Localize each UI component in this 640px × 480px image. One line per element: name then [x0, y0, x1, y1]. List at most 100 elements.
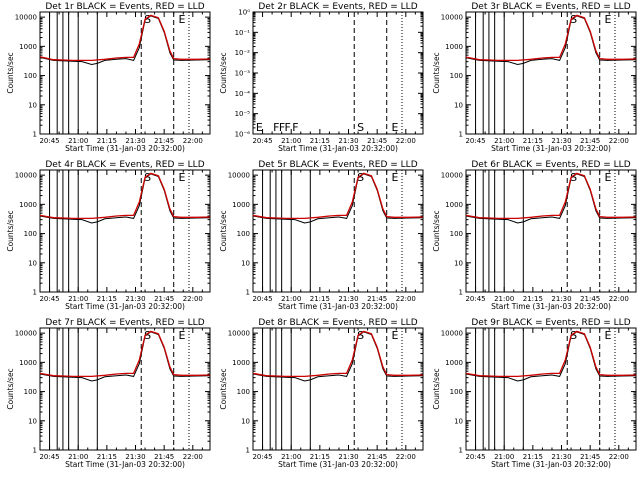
x-tick-label: 22:00 — [609, 453, 629, 461]
event-marker-f: F — [279, 121, 285, 134]
series-line-events — [252, 331, 424, 382]
y-tick-label: 10000 — [228, 330, 250, 338]
x-tick-label: 21:15 — [310, 295, 330, 303]
panel-title: Det 5r BLACK = Events, RED = LLD — [258, 160, 417, 170]
x-tick-label: 21:00 — [494, 453, 514, 461]
y-tick-label: 10 — [454, 259, 463, 267]
x-tick-label: 21:45 — [580, 295, 600, 303]
series-line-lld — [465, 14, 637, 62]
series-line-lld — [465, 330, 637, 378]
x-tick-label: 21:15 — [97, 137, 117, 145]
x-tick-label: 21:00 — [281, 295, 301, 303]
y-tick-label: 10 — [28, 417, 37, 425]
panel-det-8: Det 8r BLACK = Events, RED = LLD 1 10 100 10… — [219, 318, 424, 469]
x-tick-label: 21:45 — [367, 137, 387, 145]
event-marker-s: S — [570, 13, 577, 26]
y-tick-label: 1 — [33, 131, 37, 139]
y-tick-label: 10000 — [228, 172, 250, 180]
event-marker-s: S — [357, 121, 364, 134]
y-axis-label: Counts/sec — [6, 52, 15, 93]
x-tick-label: 20:45 — [465, 137, 485, 145]
panel-det-7: Det 7r BLACK = Events, RED = LLD 1 10 100 10… — [6, 318, 211, 469]
series-line-lld — [39, 172, 211, 220]
x-axis-label: Start Time (31-Jan-03 20:32:00) — [278, 460, 398, 469]
x-axis-label: Start Time (31-Jan-03 20:32:00) — [65, 144, 185, 153]
plot-frame — [465, 11, 637, 135]
y-tick-label: 100 — [24, 72, 37, 80]
y-tick-label: 1 — [33, 289, 37, 297]
event-marker-s: S — [144, 13, 151, 26]
y-tick-label: 10 — [28, 101, 37, 109]
x-tick-label: 21:00 — [68, 453, 88, 461]
y-tick-label: 100 — [450, 72, 463, 80]
x-tick-label: 21:45 — [367, 453, 387, 461]
panel-det-5: Det 5r BLACK = Events, RED = LLD 1 10 100 10… — [219, 160, 424, 311]
y-tick-label: 1000 — [19, 201, 37, 209]
x-axis-label: Start Time (31-Jan-03 20:32:00) — [491, 302, 611, 311]
series-line-events — [465, 15, 637, 66]
series-line-lld — [465, 172, 637, 220]
y-tick-label: 1000 — [445, 359, 463, 367]
y-tick-label: 1000 — [19, 359, 37, 367]
series-line-lld — [252, 330, 424, 378]
y-tick-label: 10⁻¹ — [235, 29, 251, 37]
y-axis-label: Counts/sec — [219, 210, 228, 251]
plot-frame — [39, 11, 211, 135]
x-tick-label: 21:00 — [68, 137, 88, 145]
y-tick-label: 10 — [454, 417, 463, 425]
event-marker-f: F — [285, 121, 291, 134]
x-tick-label: 22:00 — [609, 295, 629, 303]
event-marker-e: E — [179, 329, 186, 342]
panel-title: Det 8r BLACK = Events, RED = LLD — [258, 318, 417, 328]
event-marker-f: F — [273, 121, 279, 134]
panel-title: Det 3r BLACK = Events, RED = LLD — [471, 2, 630, 12]
x-tick-label: 20:45 — [39, 137, 59, 145]
event-marker-e: E — [392, 329, 399, 342]
x-tick-label: 21:00 — [68, 295, 88, 303]
x-tick-label: 20:45 — [39, 453, 59, 461]
y-tick-label: 1000 — [232, 201, 250, 209]
y-tick-label: 10000 — [15, 14, 37, 22]
y-tick-label: 1 — [459, 447, 463, 455]
y-tick-label: 100 — [24, 388, 37, 396]
y-tick-label: 1 — [33, 447, 37, 455]
y-axis-label: Counts/sec — [219, 368, 228, 409]
x-tick-label: 21:30 — [125, 295, 145, 303]
x-tick-label: 22:00 — [183, 453, 203, 461]
x-tick-label: 22:00 — [396, 453, 416, 461]
y-tick-label: 10 — [28, 259, 37, 267]
series-line-events — [39, 173, 211, 224]
y-tick-label: 10000 — [15, 330, 37, 338]
event-marker-s: S — [144, 171, 151, 184]
x-tick-label: 21:15 — [310, 453, 330, 461]
panel-det-2: Det 2r BLACK = Events, RED = LLD 10⁻⁶ 10⁻⁵… — [219, 2, 424, 153]
event-marker-e: E — [392, 171, 399, 184]
y-tick-label: 1000 — [232, 359, 250, 367]
event-marker-s: S — [570, 171, 577, 184]
y-axis-label: Counts/sec — [219, 52, 228, 93]
x-tick-label: 21:30 — [125, 137, 145, 145]
y-axis-label: Counts/sec — [432, 210, 441, 251]
x-axis-label: Start Time (31-Jan-03 20:32:00) — [65, 460, 185, 469]
x-tick-label: 21:30 — [551, 137, 571, 145]
y-tick-label: 10⁻⁵ — [235, 110, 251, 118]
x-tick-label: 21:30 — [338, 453, 358, 461]
y-tick-label: 10000 — [441, 330, 463, 338]
x-tick-label: 21:15 — [523, 453, 543, 461]
y-axis-label: Counts/sec — [6, 210, 15, 251]
plot-frame — [252, 11, 424, 135]
y-tick-label: 1000 — [445, 201, 463, 209]
x-tick-label: 21:30 — [338, 295, 358, 303]
panel-title: Det 2r BLACK = Events, RED = LLD — [258, 2, 417, 12]
x-tick-label: 21:45 — [154, 453, 174, 461]
event-marker-s: S — [570, 329, 577, 342]
y-tick-label: 100 — [450, 388, 463, 396]
y-tick-label: 1 — [459, 131, 463, 139]
panel-title: Det 1r BLACK = Events, RED = LLD — [45, 2, 204, 12]
y-tick-label: 10⁻³ — [235, 70, 251, 78]
x-tick-label: 22:00 — [609, 137, 629, 145]
y-axis-label: Counts/sec — [432, 52, 441, 93]
y-tick-label: 10000 — [15, 172, 37, 180]
x-tick-label: 20:45 — [465, 453, 485, 461]
panel-det-3: Det 3r BLACK = Events, RED = LLD 1 10 100 10… — [432, 2, 637, 153]
